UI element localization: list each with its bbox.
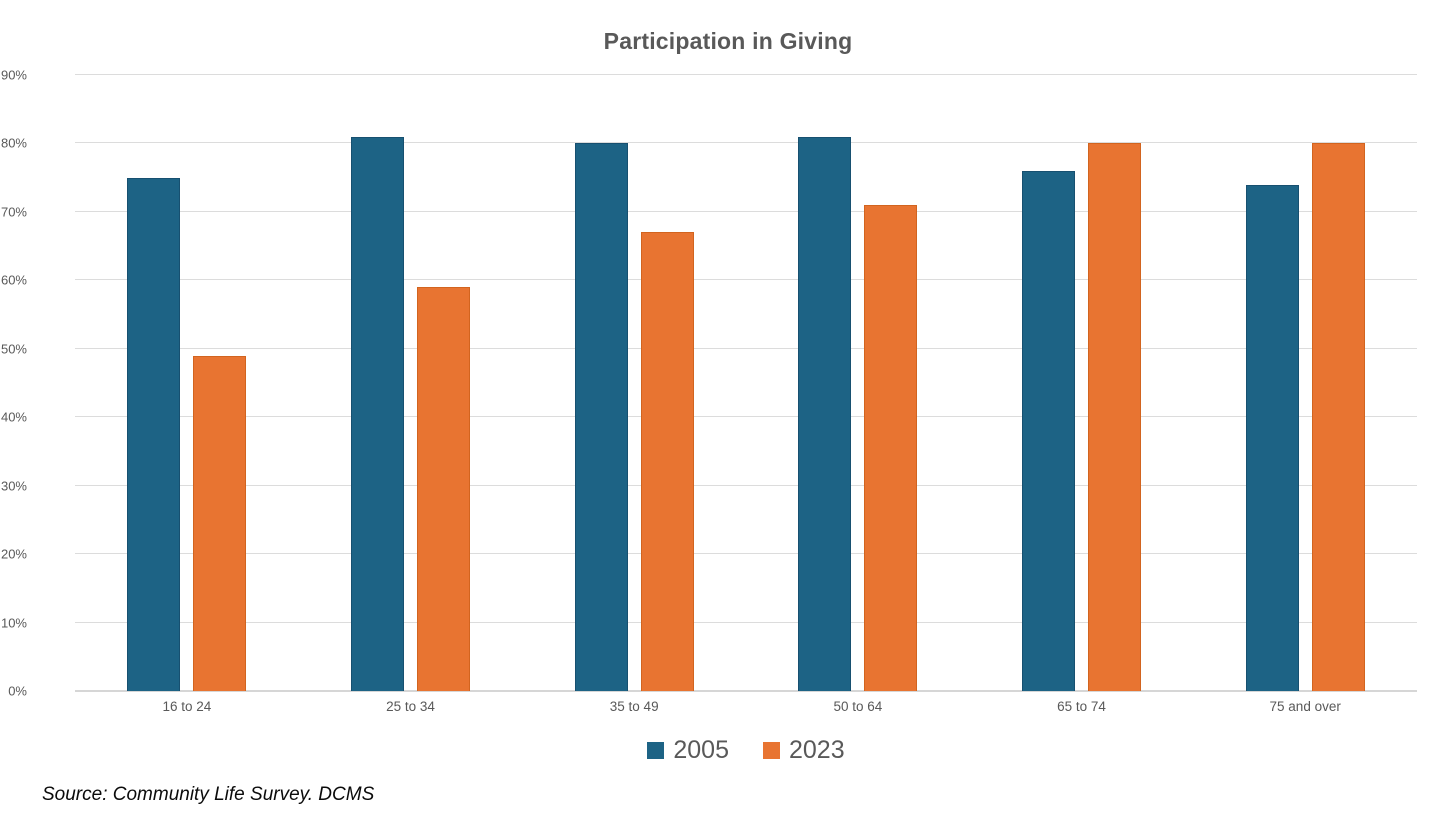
x-tick-label-65-to-74: 65 to 74 xyxy=(1057,699,1106,714)
y-tick-label-30%: 30% xyxy=(0,478,27,494)
gridline-70% xyxy=(75,210,1417,212)
bar-group-25-to-34 xyxy=(299,75,523,691)
x-tick-label-35-to-49: 35 to 49 xyxy=(609,699,659,714)
y-tick-label-50%: 50% xyxy=(0,341,27,357)
bar-2023-25-to-34 xyxy=(417,287,470,691)
source-note: Source: Community Life Survey. DCMS xyxy=(42,784,375,805)
gridline-30% xyxy=(75,484,1417,486)
bar-group-65-to-74 xyxy=(970,75,1194,691)
y-tick-label-70%: 70% xyxy=(0,204,27,220)
bar-2005-50-to-64 xyxy=(798,136,852,691)
y-tick-label-10%: 10% xyxy=(0,615,27,631)
y-tick-label-40%: 40% xyxy=(0,409,27,425)
bar-2023-50-to-64 xyxy=(864,205,918,691)
gridline-40% xyxy=(75,416,1417,418)
bar-group-50-to-64 xyxy=(746,75,970,691)
x-axis-category-labels: 16 to 24 25 to 34 35 to 49 50 to 64 65 to 74… xyxy=(75,699,1417,714)
gridline-0% xyxy=(75,690,1417,692)
legend-item-2023: 2023 xyxy=(763,736,845,765)
bar-2005-75-and-over xyxy=(1245,184,1299,691)
y-tick-label-80%: 80% xyxy=(0,135,27,151)
bar-2023-16-to-24 xyxy=(193,355,247,691)
legend: 2005 2023 xyxy=(75,736,1417,765)
bar-groups xyxy=(75,75,1417,691)
y-tick-label-90%: 90% xyxy=(0,67,27,83)
chart-title: Participation in Giving xyxy=(603,28,853,54)
gridline-10% xyxy=(75,621,1417,623)
bar-2005-16-to-24 xyxy=(127,177,181,691)
legend-swatch-2005 xyxy=(647,742,665,759)
bar-group-16-to-24 xyxy=(75,75,299,691)
x-tick-label-50-to-64: 50 to 64 xyxy=(833,699,883,714)
gridline-50% xyxy=(75,347,1417,349)
legend-swatch-2023 xyxy=(763,742,780,759)
x-tick-label-75-and-over: 75 and over xyxy=(1269,699,1341,714)
legend-item-2005: 2005 xyxy=(647,736,729,765)
gridline-60% xyxy=(75,279,1417,281)
bar-2023-75-and-over xyxy=(1311,143,1365,691)
plot-area: 0% 10% 20% 30% 40% 50% 60% 70% 80% 90% xyxy=(1,68,1417,699)
bar-2005-35-to-49 xyxy=(574,143,628,691)
gridline-90% xyxy=(75,74,1417,75)
y-tick-label-60%: 60% xyxy=(0,272,27,288)
x-tick-label-25-to-34: 25 to 34 xyxy=(386,699,435,714)
y-tick-label-20%: 20% xyxy=(0,546,27,562)
bar-group-75-and-over xyxy=(1193,75,1417,691)
bar-2005-25-to-34 xyxy=(351,136,404,691)
legend-label-2005: 2005 xyxy=(673,736,729,764)
bar-group-35-to-49 xyxy=(522,75,746,691)
legend-label-2023: 2023 xyxy=(789,736,845,764)
x-tick-label-16-to-24: 16 to 24 xyxy=(162,699,212,714)
gridline-20% xyxy=(75,553,1417,555)
y-tick-label-0%: 0% xyxy=(8,683,27,699)
bar-2005-65-to-74 xyxy=(1022,170,1076,691)
gridline-80% xyxy=(75,142,1417,144)
bar-2023-65-to-74 xyxy=(1088,143,1142,691)
bar-2023-35-to-49 xyxy=(640,232,694,691)
